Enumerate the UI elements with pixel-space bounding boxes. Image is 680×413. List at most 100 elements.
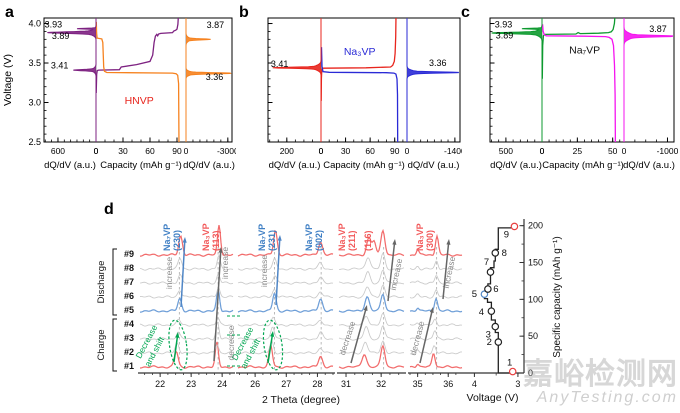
svg-text:200: 200 — [528, 221, 543, 231]
svg-text:0: 0 — [94, 146, 99, 156]
svg-text:6: 6 — [493, 284, 498, 295]
svg-text:(113): (113) — [211, 230, 221, 251]
svg-text:4: 4 — [479, 307, 484, 318]
svg-text:increase: increase — [220, 247, 230, 279]
svg-text:4.0: 4.0 — [28, 19, 41, 29]
svg-text:Capacity (mAh g⁻¹): Capacity (mAh g⁻¹) — [100, 160, 182, 171]
svg-text:3.41: 3.41 — [271, 59, 289, 69]
svg-text:#1: #1 — [124, 361, 134, 371]
svg-text:dQ/dV (a.u.): dQ/dV (a.u.) — [490, 160, 542, 171]
svg-text:2.5: 2.5 — [28, 137, 41, 147]
svg-text:Na₃VP: Na₃VP — [337, 223, 347, 251]
panel-label-c: c — [461, 4, 470, 21]
svg-text:(231): (231) — [267, 230, 277, 251]
svg-text:decrease: decrease — [408, 320, 427, 357]
svg-text:(211): (211) — [347, 230, 357, 251]
svg-text:3.87: 3.87 — [207, 20, 225, 30]
svg-text:3.93: 3.93 — [45, 19, 63, 29]
svg-text:increase: increase — [259, 255, 269, 287]
svg-text:dQ/dV (a.u.): dQ/dV (a.u.) — [269, 160, 321, 171]
svg-text:28: 28 — [312, 379, 322, 389]
svg-text:Na₇VP: Na₇VP — [257, 224, 267, 251]
svg-text:Na₃VP: Na₃VP — [201, 223, 211, 251]
svg-text:36: 36 — [443, 379, 453, 389]
svg-text:Capacity (mAh g⁻¹): Capacity (mAh g⁻¹) — [542, 160, 624, 171]
svg-text:Discharge: Discharge — [96, 261, 107, 304]
svg-text:0: 0 — [540, 146, 545, 156]
svg-text:0: 0 — [184, 146, 189, 156]
svg-text:35: 35 — [413, 379, 423, 389]
svg-text:(230): (230) — [172, 230, 182, 251]
svg-text:Na₃VP: Na₃VP — [415, 223, 425, 251]
svg-text:(116): (116) — [363, 230, 373, 251]
svg-text:dQ/dV (a.u.): dQ/dV (a.u.) — [623, 160, 675, 171]
svg-text:0: 0 — [540, 146, 545, 156]
svg-text:60: 60 — [365, 146, 375, 156]
svg-text:22: 22 — [155, 379, 165, 389]
svg-text:3.93: 3.93 — [495, 19, 513, 29]
svg-text:3.89: 3.89 — [496, 30, 514, 40]
svg-text:#3: #3 — [124, 333, 134, 343]
svg-text:#9: #9 — [124, 249, 134, 259]
svg-text:Voltage (V): Voltage (V) — [467, 392, 519, 404]
svg-text:2: 2 — [487, 337, 492, 348]
svg-text:#8: #8 — [124, 263, 134, 273]
svg-text:#6: #6 — [124, 291, 134, 301]
svg-text:26: 26 — [250, 379, 260, 389]
svg-text:Capacity (mAh g⁻¹): Capacity (mAh g⁻¹) — [323, 160, 405, 171]
svg-text:0: 0 — [622, 146, 627, 156]
svg-text:90: 90 — [172, 146, 182, 156]
svg-text:2 Theta (degree): 2 Theta (degree) — [262, 394, 340, 406]
svg-text:31: 31 — [341, 379, 351, 389]
svg-text:#2: #2 — [124, 347, 134, 357]
svg-text:dQ/dV (a.u.): dQ/dV (a.u.) — [183, 160, 235, 171]
panel-label-b: b — [239, 4, 249, 21]
svg-text:HNVP: HNVP — [125, 95, 154, 107]
svg-text:-1000: -1000 — [657, 146, 679, 156]
svg-text:1: 1 — [507, 358, 512, 369]
svg-text:150: 150 — [528, 258, 543, 268]
svg-text:3.41: 3.41 — [51, 60, 69, 70]
svg-text:dQ/dV (a.u.): dQ/dV (a.u.) — [44, 160, 96, 171]
svg-text:4: 4 — [472, 379, 477, 389]
svg-text:dQ/dV (a.u.): dQ/dV (a.u.) — [408, 160, 460, 171]
svg-text:600: 600 — [51, 146, 65, 156]
dqdv-panels-row: 4.0 3.5 3.0 2.5 Voltage (V) 600 0 dQ/dV (a.u.) 0… — [0, 0, 680, 195]
svg-text:23: 23 — [186, 379, 196, 389]
svg-text:Specific capacity (mAh g⁻¹): Specific capacity (mAh g⁻¹) — [552, 236, 563, 357]
svg-text:Na₃VP: Na₃VP — [344, 46, 376, 58]
svg-text:8: 8 — [502, 248, 507, 259]
svg-text:27: 27 — [281, 379, 291, 389]
svg-text:500: 500 — [499, 146, 513, 156]
svg-text:3: 3 — [515, 379, 520, 389]
svg-text:(002): (002) — [314, 230, 324, 251]
svg-text:Voltage (V): Voltage (V) — [2, 54, 14, 106]
svg-text:200: 200 — [280, 146, 294, 156]
panel-label-a: a — [5, 4, 14, 21]
svg-text:increase: increase — [388, 257, 405, 291]
svg-text:3: 3 — [486, 330, 491, 341]
svg-text:100: 100 — [528, 294, 543, 304]
svg-text:30: 30 — [118, 146, 128, 156]
svg-text:increase: increase — [441, 255, 458, 289]
panel-label-d: d — [104, 201, 114, 218]
svg-text:3.89: 3.89 — [52, 31, 70, 41]
svg-text:Na₇VP: Na₇VP — [569, 44, 600, 56]
svg-text:3.36: 3.36 — [429, 58, 447, 68]
panel-a-chart: 4.0 3.5 3.0 2.5 Voltage (V) 600 0 dQ/dV (a.u.) 0… — [2, 17, 236, 171]
svg-text:24: 24 — [217, 379, 227, 389]
svg-text:3.5: 3.5 — [28, 58, 41, 68]
svg-text:30: 30 — [341, 146, 351, 156]
svg-text:3.0: 3.0 — [28, 98, 41, 108]
svg-text:#7: #7 — [124, 277, 134, 287]
svg-text:50: 50 — [528, 331, 538, 341]
svg-text:0: 0 — [319, 146, 324, 156]
svg-text:0: 0 — [528, 368, 533, 378]
svg-text:7: 7 — [484, 257, 489, 268]
svg-text:9: 9 — [504, 229, 509, 240]
svg-text:Na₇VP: Na₇VP — [162, 224, 172, 251]
panel-b-chart: 200 0 dQ/dV (a.u.) 0 30 60 90 Capacity (mAh g⁻¹… — [267, 17, 462, 171]
